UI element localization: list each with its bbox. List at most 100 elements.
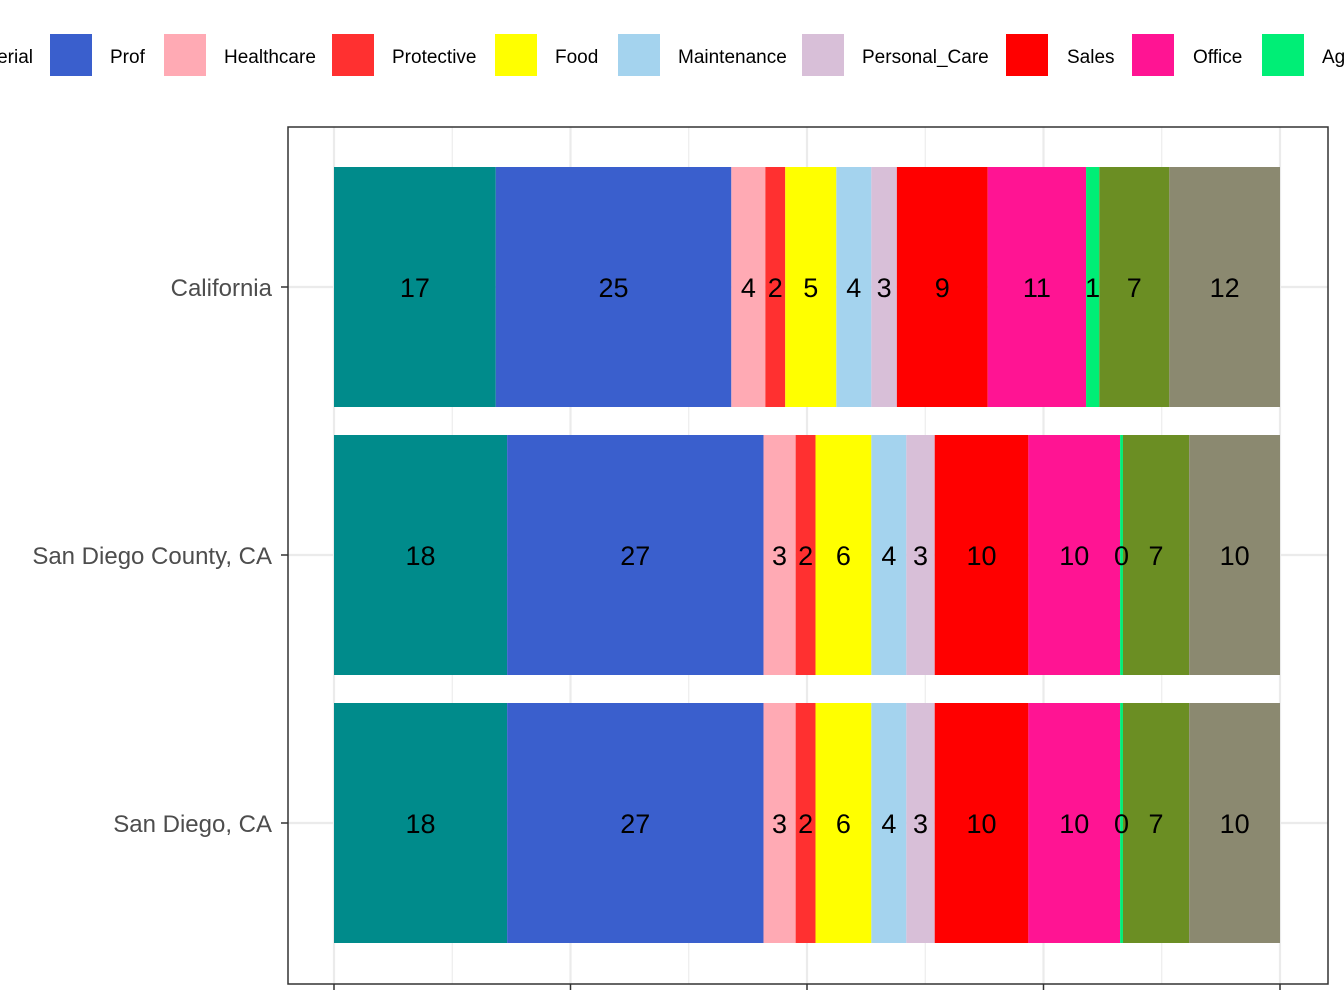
bar-value-label: 4 [881,541,896,571]
bar-value-label: 27 [620,809,650,839]
bar-value-label: 10 [967,809,997,839]
bar-segment [871,703,907,943]
bar-value-label: 5 [803,273,818,303]
bar-segment [906,435,935,675]
bar-value-label: 11 [1023,273,1051,303]
bar-segment [1122,703,1190,943]
bar-segment [495,167,732,407]
bar-segment [871,167,897,407]
x-axis [333,984,1281,990]
bar-value-label: 10 [1059,809,1089,839]
bar-value-label: 10 [1220,541,1250,571]
bar-value-label: 27 [620,541,650,571]
bar-segment [507,703,764,943]
bar-segment [795,435,816,675]
legend-key [50,34,92,76]
legend-key [495,34,537,76]
bar-segment [934,435,1029,675]
legend-label: Maintenance [678,47,787,68]
bar-value-label: 4 [881,809,896,839]
bar-value-label: 3 [772,809,787,839]
legend-label: Office [1193,47,1242,68]
bar-segment [334,703,508,943]
bar-segment [906,703,935,943]
bar-value-label: 2 [798,809,813,839]
legend-key [802,34,844,76]
bar-segment [934,703,1029,943]
legend-key [164,34,206,76]
bar-segment [763,435,796,675]
bar-value-label: 6 [836,809,851,839]
bar-segment [871,435,907,675]
bar-segment [1086,167,1100,407]
legend-label: Ag [1322,47,1344,68]
legend-label: Healthcare [224,47,316,68]
legend-key [618,34,660,76]
bar-value-label: 10 [967,541,997,571]
bar-segment [815,703,872,943]
bar-segment [1028,703,1121,943]
bar-segment [765,167,786,407]
bar-value-label: 0 [1114,541,1129,571]
bar-segment [1189,435,1280,675]
bar-value-label: 3 [877,273,892,303]
legend-label: Sales [1067,47,1115,68]
bar-segment [987,167,1087,407]
bar-segment [1122,435,1190,675]
bar-segment [836,167,872,407]
bar-value-label: 4 [846,273,861,303]
bar-segment [815,435,872,675]
legend-key [332,34,374,76]
legend-key [1262,34,1304,76]
bars [334,167,1280,943]
bar-value-label: 18 [406,541,436,571]
bar-value-label: 7 [1149,809,1164,839]
bar-value-label: 10 [1059,541,1089,571]
bar-segment [507,435,764,675]
y-axis: California San Diego County, CA San Diego,… [32,275,288,838]
bar-segment [1169,167,1280,407]
bar-value-label: 2 [798,541,813,571]
bar-value-label: 4 [741,273,756,303]
bar-segment [1120,703,1123,943]
bar-segment [896,167,988,407]
bar-segment [731,167,766,407]
bar-value-label: 7 [1149,541,1164,571]
bar-value-label: 2 [768,273,783,303]
bar-value-label: 7 [1127,273,1142,303]
bar-value-label: 10 [1220,809,1250,839]
bar-value-label: 0 [1114,809,1129,839]
bar-value-label: 1 [1085,273,1100,303]
bar-segment [1028,435,1121,675]
y-tick-label: California [171,275,273,302]
bar-value-label: 9 [935,273,950,303]
bar-value-label: 3 [913,541,928,571]
bar-value-label: 25 [599,273,629,303]
legend: erial Prof Healthcare Protective Food Mainten… [0,34,1344,76]
legend-label: erial [0,47,33,68]
bar-value-label: 3 [913,809,928,839]
legend-label: Protective [392,47,476,68]
y-tick-label: San Diego, CA [113,811,272,838]
bar-segment [1189,703,1280,943]
bar-segment [785,167,837,407]
bar-value-label: 3 [772,541,787,571]
y-tick-label: San Diego County, CA [32,543,272,570]
bar-segment [1120,435,1123,675]
bar-segment [795,703,816,943]
legend-label: Food [555,47,598,68]
bar-segment [763,703,796,943]
bar-value-label: 17 [400,273,430,303]
legend-key [1132,34,1174,76]
bar-value-label: 6 [836,541,851,571]
legend-key [1006,34,1048,76]
bar-value-label: 18 [406,809,436,839]
legend-label: Prof [110,47,146,68]
bar-value-label: 12 [1210,273,1240,303]
legend-label: Personal_Care [862,47,989,68]
bar-segment [1099,167,1170,407]
bar-segment [334,167,496,407]
bar-segment [334,435,508,675]
